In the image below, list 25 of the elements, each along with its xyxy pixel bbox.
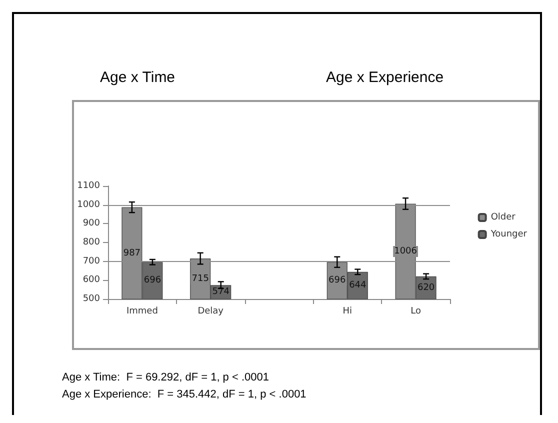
text: Age x Time: F = 69.292, dF = 1, p < .0001 [62, 372, 269, 384]
x-tick-label: Hi [342, 306, 352, 316]
y-tick-label: 1100 [77, 181, 100, 191]
y-tick-label: 600 [82, 275, 100, 286]
y-tick-label: 900 [82, 218, 100, 229]
text: Age x Experience: F = 345.442, dF = 1, p < .0001 [62, 388, 306, 400]
text: Age x Experience [326, 69, 444, 86]
x-tick-label: Delay [198, 306, 224, 316]
data-label: 696 [328, 276, 346, 286]
y-tick-label: 1000 [77, 200, 100, 210]
data-label: 696 [144, 276, 162, 286]
x-tick-label: Lo [410, 306, 422, 316]
data-label: 1006 [394, 246, 418, 256]
legend-label: Older [490, 212, 516, 222]
x-tick-label: Immed [126, 306, 158, 316]
data-label: 987 [123, 248, 141, 258]
y-tick-label: 500 [82, 294, 100, 304]
data-label: 644 [349, 280, 367, 291]
text: Age x Time [100, 69, 176, 86]
legend-label: Younger [490, 230, 528, 240]
y-tick-label: 800 [82, 238, 100, 248]
data-label: 620 [417, 282, 435, 293]
data-label: 715 [192, 274, 209, 284]
data-label: 574 [212, 287, 230, 298]
y-tick-label: 700 [82, 256, 100, 266]
